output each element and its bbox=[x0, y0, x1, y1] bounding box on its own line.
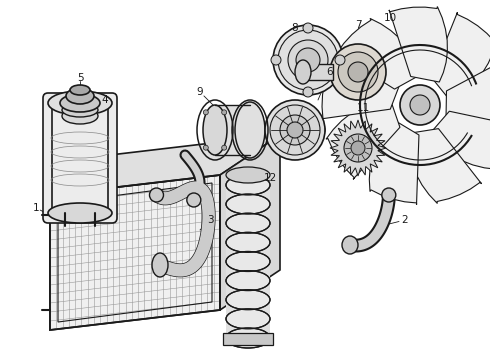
Circle shape bbox=[288, 40, 328, 80]
Polygon shape bbox=[330, 120, 386, 176]
Circle shape bbox=[221, 110, 227, 115]
Ellipse shape bbox=[295, 60, 311, 84]
Circle shape bbox=[335, 55, 345, 65]
Circle shape bbox=[348, 62, 368, 82]
Circle shape bbox=[280, 115, 310, 145]
Ellipse shape bbox=[226, 175, 270, 195]
Ellipse shape bbox=[60, 94, 100, 112]
Ellipse shape bbox=[265, 118, 325, 142]
Ellipse shape bbox=[226, 252, 270, 271]
Text: 8: 8 bbox=[292, 23, 298, 33]
Text: 11: 11 bbox=[356, 103, 369, 113]
Polygon shape bbox=[220, 135, 280, 310]
Bar bbox=[223, 333, 273, 345]
Polygon shape bbox=[430, 111, 490, 169]
FancyBboxPatch shape bbox=[43, 93, 117, 223]
Ellipse shape bbox=[226, 271, 270, 291]
Ellipse shape bbox=[226, 232, 270, 252]
Text: 5: 5 bbox=[77, 73, 83, 83]
Text: 10: 10 bbox=[384, 13, 396, 23]
Ellipse shape bbox=[152, 253, 168, 277]
Ellipse shape bbox=[149, 188, 164, 202]
Ellipse shape bbox=[226, 328, 270, 348]
Polygon shape bbox=[335, 18, 420, 89]
Ellipse shape bbox=[187, 193, 201, 207]
Ellipse shape bbox=[342, 236, 358, 254]
Polygon shape bbox=[409, 129, 482, 203]
Bar bbox=[226, 185, 270, 338]
Ellipse shape bbox=[48, 203, 112, 223]
Text: 3: 3 bbox=[207, 215, 213, 225]
Text: 7: 7 bbox=[355, 20, 361, 30]
Bar bbox=[303, 64, 333, 80]
Circle shape bbox=[400, 85, 440, 125]
Circle shape bbox=[203, 110, 208, 115]
Polygon shape bbox=[431, 12, 490, 100]
Ellipse shape bbox=[48, 91, 112, 115]
Polygon shape bbox=[50, 175, 220, 330]
Polygon shape bbox=[321, 67, 401, 119]
Ellipse shape bbox=[226, 167, 270, 183]
Ellipse shape bbox=[62, 108, 98, 124]
Circle shape bbox=[338, 52, 378, 92]
Polygon shape bbox=[326, 100, 400, 179]
Polygon shape bbox=[50, 135, 280, 195]
Polygon shape bbox=[52, 103, 108, 213]
Circle shape bbox=[351, 141, 365, 155]
Circle shape bbox=[287, 122, 303, 138]
Circle shape bbox=[303, 23, 313, 33]
Circle shape bbox=[410, 95, 430, 115]
Polygon shape bbox=[446, 58, 490, 123]
Circle shape bbox=[344, 134, 372, 162]
Circle shape bbox=[303, 87, 313, 97]
Circle shape bbox=[265, 100, 325, 160]
Text: 1: 1 bbox=[33, 203, 39, 213]
Text: 12: 12 bbox=[264, 173, 277, 183]
Circle shape bbox=[270, 105, 320, 155]
Circle shape bbox=[221, 145, 227, 150]
Polygon shape bbox=[369, 120, 419, 205]
Ellipse shape bbox=[226, 290, 270, 310]
Text: 2: 2 bbox=[402, 215, 408, 225]
Ellipse shape bbox=[70, 85, 90, 95]
Circle shape bbox=[203, 145, 208, 150]
Ellipse shape bbox=[226, 194, 270, 214]
Ellipse shape bbox=[62, 103, 98, 117]
Circle shape bbox=[278, 30, 338, 90]
Circle shape bbox=[271, 55, 281, 65]
Circle shape bbox=[330, 44, 386, 100]
Ellipse shape bbox=[235, 102, 265, 158]
Ellipse shape bbox=[226, 309, 270, 329]
Polygon shape bbox=[389, 6, 447, 82]
Ellipse shape bbox=[382, 188, 396, 202]
Circle shape bbox=[296, 48, 320, 72]
Circle shape bbox=[273, 25, 343, 95]
Ellipse shape bbox=[66, 88, 94, 104]
Bar bbox=[215, 105, 250, 155]
Ellipse shape bbox=[226, 213, 270, 233]
Text: 6: 6 bbox=[327, 67, 333, 77]
Ellipse shape bbox=[203, 105, 227, 155]
Text: 4: 4 bbox=[102, 95, 108, 105]
Text: 9: 9 bbox=[196, 87, 203, 97]
